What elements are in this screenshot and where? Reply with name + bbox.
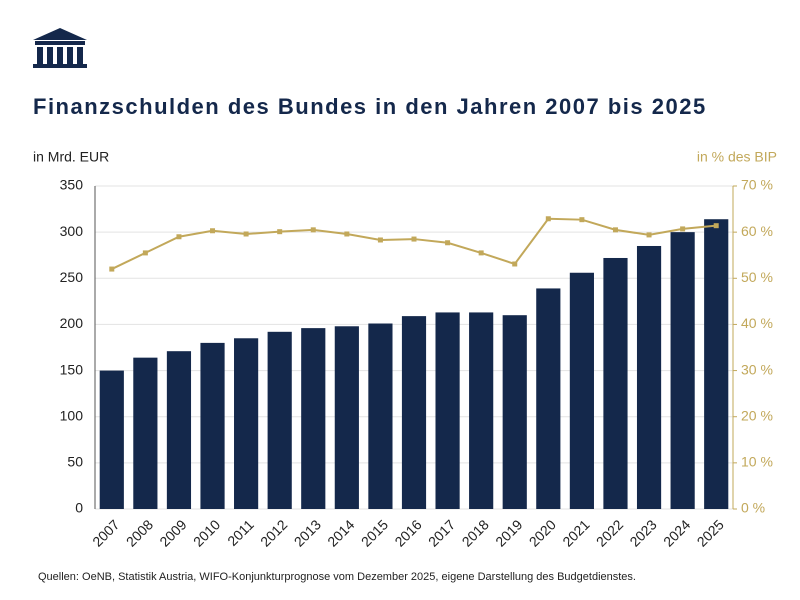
bar <box>502 315 527 509</box>
logo <box>33 28 87 68</box>
y-tick-label: 300 <box>60 223 84 239</box>
bar <box>670 232 695 509</box>
bar <box>166 351 192 509</box>
line-marker <box>411 236 417 242</box>
y-tick-label: 100 <box>60 407 84 423</box>
bar <box>401 316 427 509</box>
line-marker <box>210 228 216 234</box>
line-marker <box>713 223 719 229</box>
x-tick-label: 2010 <box>190 516 223 549</box>
line-marker <box>478 250 484 256</box>
line-marker <box>176 234 182 240</box>
bar <box>200 342 225 509</box>
x-tick-label: 2022 <box>593 516 626 549</box>
x-tick-label: 2025 <box>694 516 727 549</box>
x-tick-label: 2009 <box>156 516 189 549</box>
bar <box>636 245 662 509</box>
bar <box>301 328 326 509</box>
y2-axis-label: in % des BIP <box>697 149 777 165</box>
bar <box>469 312 494 509</box>
x-tick-label: 2007 <box>89 516 122 549</box>
bar <box>234 338 259 509</box>
line-marker <box>142 250 148 256</box>
y-tick-label: 150 <box>60 361 84 377</box>
line-marker <box>680 226 686 232</box>
y-tick-label: 350 <box>60 177 84 193</box>
bar <box>368 323 393 509</box>
y-tick-label: 200 <box>60 315 84 331</box>
y2-tick-label: 20 % <box>741 407 773 423</box>
y-tick-label: 0 <box>75 500 83 516</box>
x-tick-label: 2012 <box>257 516 290 549</box>
y2-tick-label: 40 % <box>741 315 773 331</box>
bar <box>603 257 628 509</box>
bar <box>133 357 158 509</box>
line-marker <box>243 231 249 237</box>
y2-tick-label: 10 % <box>741 454 773 470</box>
line-marker <box>377 237 383 243</box>
line-marker <box>109 266 115 272</box>
line-marker <box>512 261 518 267</box>
x-tick-label: 2019 <box>492 516 525 549</box>
x-tick-label: 2024 <box>660 516 693 549</box>
y2-tick-label: 0 % <box>741 500 765 516</box>
bar <box>704 219 729 510</box>
x-tick-label: 2023 <box>626 516 659 549</box>
bar <box>267 331 292 509</box>
x-tick-label: 2020 <box>526 516 559 549</box>
line-marker <box>344 231 350 237</box>
line-marker <box>277 229 283 235</box>
y2-tick-label: 70 % <box>741 177 773 193</box>
x-tick-label: 2008 <box>123 516 156 549</box>
bar <box>536 288 561 509</box>
line-marker <box>579 217 585 223</box>
x-tick-label: 2018 <box>459 516 492 549</box>
x-tick-label: 2011 <box>224 516 257 549</box>
x-tick-label: 2016 <box>391 516 424 549</box>
line-marker <box>612 227 618 233</box>
y-axis-label: in Mrd. EUR <box>33 149 109 165</box>
bar <box>569 272 594 509</box>
bar <box>99 370 124 509</box>
line-marker <box>445 240 451 246</box>
source-note: Quellen: OeNB, Statistik Austria, WIFO-K… <box>38 571 636 583</box>
chart-title: Finanzschulden des Bundes in den Jahren … <box>33 94 707 119</box>
y-tick-label: 50 <box>67 454 83 470</box>
bar <box>435 312 460 509</box>
y-tick-label: 250 <box>60 269 84 285</box>
y2-tick-label: 30 % <box>741 361 773 377</box>
line-marker <box>545 216 551 222</box>
line-marker <box>646 232 652 238</box>
x-tick-label: 2014 <box>324 516 357 549</box>
bar <box>334 326 359 509</box>
y2-tick-label: 50 % <box>741 269 773 285</box>
x-tick-label: 2017 <box>425 516 458 549</box>
x-tick-label: 2013 <box>291 516 324 549</box>
x-tick-label: 2015 <box>358 516 391 549</box>
x-tick-label: 2021 <box>559 516 592 549</box>
y2-tick-label: 60 % <box>741 223 773 239</box>
line-marker <box>310 227 316 233</box>
